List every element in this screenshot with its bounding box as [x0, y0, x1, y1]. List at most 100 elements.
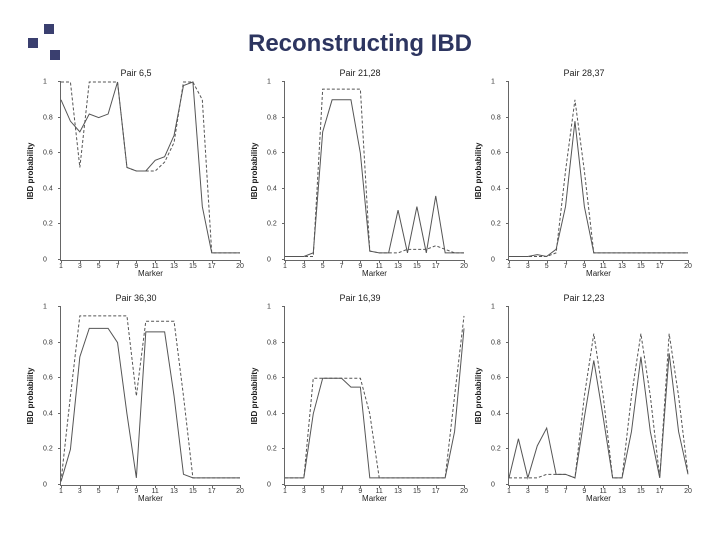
x-tick-label: 20: [236, 263, 244, 270]
y-tick-label: 0: [43, 482, 47, 489]
x-tick-label: 20: [460, 263, 468, 270]
y-tick-label: 0.4: [491, 410, 501, 417]
x-tick-label: 7: [340, 488, 344, 495]
y-tick-label: 1: [43, 304, 47, 311]
x-axis-label: Marker: [362, 269, 387, 278]
y-tick-label: 0.8: [267, 339, 277, 346]
y-axis-label: IBD probability: [250, 143, 259, 200]
series-svg: [509, 82, 688, 260]
x-tick-label: 7: [564, 263, 568, 270]
y-tick-label: 0.6: [267, 375, 277, 382]
chart-panel: Pair 36,30 00.20.40.60.81135791113151720I…: [28, 293, 244, 508]
x-tick-label: 17: [208, 263, 216, 270]
logo: [26, 24, 74, 72]
y-tick-label: 0.8: [267, 114, 277, 121]
x-axis-label: Marker: [362, 494, 387, 503]
x-tick-label: 3: [302, 263, 306, 270]
x-tick-label: 7: [340, 263, 344, 270]
y-tick-label: 0: [491, 257, 495, 264]
x-tick-label: 3: [78, 488, 82, 495]
plot-area: 00.20.40.60.81135791113151720IBD probabi…: [284, 82, 464, 261]
x-tick-label: 3: [526, 488, 530, 495]
x-tick-label: 17: [432, 488, 440, 495]
x-tick-label: 13: [618, 263, 626, 270]
plot-area: 00.20.40.60.81135791113151720IBD probabi…: [508, 307, 688, 486]
x-tick-label: 17: [656, 263, 664, 270]
y-tick-label: 0.8: [43, 339, 53, 346]
chart-panel: Pair 28,37 00.20.40.60.81135791113151720I…: [476, 68, 692, 283]
x-tick-label: 17: [208, 488, 216, 495]
y-axis-label: IBD probability: [26, 143, 35, 200]
y-tick-label: 0.8: [491, 339, 501, 346]
y-axis-label: IBD probability: [474, 143, 483, 200]
y-tick-label: 1: [267, 304, 271, 311]
panel-title: Pair 28,37: [476, 68, 692, 78]
series-svg: [61, 307, 240, 485]
y-tick-label: 0.6: [43, 375, 53, 382]
y-tick-label: 0.2: [491, 446, 501, 453]
x-tick-label: 15: [413, 263, 421, 270]
x-tick-label: 3: [302, 488, 306, 495]
x-axis-label: Marker: [586, 494, 611, 503]
series-dashed: [509, 100, 688, 257]
x-tick-label: 1: [507, 488, 511, 495]
y-tick-label: 1: [491, 79, 495, 86]
chart-panel: Pair 16,3900.20.40.60.81135791113151720I…: [252, 293, 468, 508]
y-tick-label: 1: [43, 79, 47, 86]
series-svg: [285, 307, 464, 485]
series-dashed: [285, 89, 464, 256]
plot-area: 00.20.40.60.81135791113151720IBD probabi…: [60, 307, 240, 486]
x-tick-label: 15: [637, 263, 645, 270]
panel-title: Pair 21,28: [252, 68, 468, 78]
y-tick-label: 0.2: [43, 221, 53, 228]
series-svg: [509, 307, 688, 485]
y-tick-label: 0.6: [491, 150, 501, 157]
y-tick-label: 1: [491, 304, 495, 311]
y-tick-label: 0.2: [267, 221, 277, 228]
x-axis-label: Marker: [138, 494, 163, 503]
y-axis-label: IBD probability: [250, 368, 259, 425]
series-dashed: [285, 316, 464, 478]
y-tick-label: 0.6: [43, 150, 53, 157]
x-tick-label: 20: [684, 488, 692, 495]
series-solid: [285, 328, 464, 478]
page-title: Reconstructing IBD: [24, 30, 696, 58]
x-tick-label: 1: [59, 488, 63, 495]
y-tick-label: 0: [43, 257, 47, 264]
y-tick-label: 0.2: [491, 221, 501, 228]
x-tick-label: 13: [170, 263, 178, 270]
x-tick-label: 20: [460, 488, 468, 495]
x-tick-label: 15: [189, 263, 197, 270]
chart-panel: Pair 6,5 00.20.40.60.81135791113151720IBD…: [28, 68, 244, 283]
panel-title: Pair 12,23: [476, 293, 692, 303]
y-tick-label: 0.4: [267, 410, 277, 417]
x-tick-label: 1: [507, 263, 511, 270]
chart-panel: Pair 21,28 00.20.40.60.81135791113151720I…: [252, 68, 468, 283]
x-tick-label: 20: [236, 488, 244, 495]
x-tick-label: 13: [618, 488, 626, 495]
series-solid: [509, 121, 688, 256]
x-tick-label: 7: [116, 263, 120, 270]
y-tick-label: 0.6: [267, 150, 277, 157]
y-tick-label: 0.8: [491, 114, 501, 121]
x-tick-label: 1: [283, 488, 287, 495]
x-tick-label: 7: [564, 488, 568, 495]
y-tick-label: 0.4: [267, 185, 277, 192]
series-solid: [61, 82, 240, 253]
series-dashed: [61, 82, 240, 253]
plot-area: 00.20.40.60.81135791113151720IBD probabi…: [60, 82, 240, 261]
x-tick-label: 1: [59, 263, 63, 270]
series-solid: [285, 100, 464, 257]
plot-area: 00.20.40.60.81135791113151720IBD probabi…: [508, 82, 688, 261]
y-tick-label: 0.2: [43, 446, 53, 453]
x-tick-label: 13: [394, 263, 402, 270]
x-tick-label: 3: [526, 263, 530, 270]
panel-title: Pair 6,5: [28, 68, 244, 78]
x-tick-label: 3: [78, 263, 82, 270]
y-tick-label: 0.4: [491, 185, 501, 192]
chart-grid: Pair 6,5 00.20.40.60.81135791113151720IBD…: [24, 68, 696, 508]
panel-title: Pair 36,30: [28, 293, 244, 303]
x-tick-label: 15: [413, 488, 421, 495]
x-tick-label: 5: [321, 488, 325, 495]
x-tick-label: 5: [545, 488, 549, 495]
